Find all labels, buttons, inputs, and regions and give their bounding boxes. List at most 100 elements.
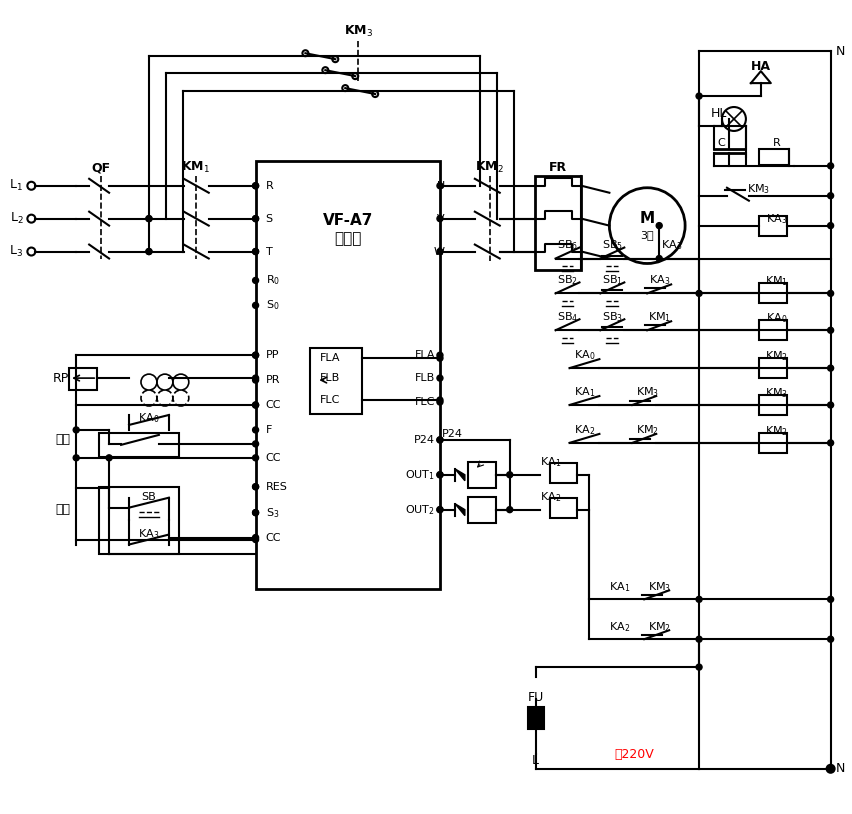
Text: N: N [836, 762, 845, 775]
Bar [759, 358, 786, 378]
Circle shape [252, 510, 258, 515]
Circle shape [106, 455, 112, 461]
Text: KA$_3$: KA$_3$ [138, 527, 159, 541]
Text: C: C [717, 138, 725, 148]
Circle shape [437, 472, 443, 478]
Text: SB: SB [141, 492, 156, 501]
Text: 3～: 3～ [641, 230, 654, 239]
Circle shape [252, 352, 258, 358]
Text: KM$_3$: KM$_3$ [343, 24, 373, 39]
Circle shape [252, 375, 258, 381]
Circle shape [73, 455, 79, 461]
Bar [759, 216, 786, 235]
Text: P24: P24 [414, 435, 435, 445]
Circle shape [252, 510, 258, 515]
Circle shape [437, 375, 443, 381]
Circle shape [252, 455, 258, 461]
Text: KM$_1$: KM$_1$ [181, 160, 210, 175]
Text: S: S [266, 213, 273, 224]
Bar [759, 395, 786, 415]
Circle shape [656, 256, 662, 261]
Text: KM$_2$: KM$_2$ [765, 424, 788, 438]
Bar [759, 283, 786, 304]
Text: ～220V: ～220V [614, 748, 654, 761]
Text: KA$_1$: KA$_1$ [608, 580, 630, 594]
Bar [759, 433, 786, 453]
Circle shape [252, 302, 258, 309]
Text: KA$_1$: KA$_1$ [539, 455, 561, 469]
Text: KA$_1$: KA$_1$ [574, 385, 595, 399]
Circle shape [507, 472, 513, 478]
Text: SB$_2$: SB$_2$ [557, 274, 578, 287]
Text: KM$_2$: KM$_2$ [636, 423, 659, 437]
Text: KM$_3$: KM$_3$ [648, 580, 671, 594]
Circle shape [146, 216, 152, 221]
Text: FLB: FLB [320, 373, 341, 383]
Circle shape [827, 597, 833, 602]
Circle shape [827, 223, 833, 229]
Circle shape [252, 183, 258, 189]
Text: U: U [437, 181, 445, 190]
Circle shape [252, 535, 258, 540]
Circle shape [146, 248, 152, 255]
Bar [69, 368, 97, 390]
Circle shape [696, 597, 702, 602]
Text: V: V [437, 213, 445, 224]
Text: R: R [266, 181, 273, 190]
Text: N: N [836, 45, 845, 58]
Text: S$_0$: S$_0$ [266, 299, 279, 313]
Bar [99, 487, 179, 554]
Text: KM$_1$: KM$_1$ [765, 274, 788, 288]
Circle shape [696, 637, 702, 642]
Text: RES: RES [266, 482, 287, 492]
Circle shape [437, 437, 443, 443]
Circle shape [696, 664, 702, 670]
Text: F: F [266, 425, 272, 435]
Text: KA$_2$: KA$_2$ [574, 423, 595, 437]
Text: SB$_3$: SB$_3$ [602, 310, 623, 324]
Circle shape [252, 441, 258, 447]
Text: PR: PR [266, 375, 280, 385]
Text: FLA: FLA [320, 353, 341, 363]
Text: KM$_1$: KM$_1$ [648, 310, 671, 324]
Text: FLC: FLC [415, 397, 435, 407]
Text: 正转: 正转 [55, 433, 71, 446]
Text: FLC: FLC [320, 395, 341, 405]
Text: L$_3$: L$_3$ [9, 244, 23, 259]
Bar [527, 707, 544, 729]
Circle shape [146, 216, 152, 221]
Text: KM$_3$: KM$_3$ [747, 182, 770, 195]
Circle shape [437, 183, 443, 189]
Circle shape [252, 248, 258, 255]
Circle shape [827, 766, 833, 772]
Circle shape [252, 484, 258, 490]
Text: M: M [640, 211, 655, 226]
Text: FU: FU [527, 690, 544, 703]
Circle shape [146, 248, 152, 255]
Text: FR: FR [549, 161, 567, 174]
Text: 变频器: 变频器 [334, 231, 361, 246]
Text: KM$_2$: KM$_2$ [648, 620, 671, 634]
Bar [759, 149, 789, 164]
Circle shape [252, 352, 258, 358]
Text: KM$_3$: KM$_3$ [765, 386, 788, 400]
Bar [534, 176, 581, 270]
Text: T: T [266, 247, 273, 256]
Circle shape [437, 397, 443, 403]
Circle shape [252, 278, 258, 283]
Text: 复位: 复位 [55, 503, 71, 516]
Circle shape [437, 472, 443, 478]
Circle shape [437, 355, 443, 361]
Text: L$_1$: L$_1$ [9, 178, 23, 193]
Text: KM$_3$: KM$_3$ [636, 385, 659, 399]
Text: KA$_3$: KA$_3$ [660, 239, 682, 252]
Circle shape [827, 637, 833, 642]
Circle shape [827, 291, 833, 296]
Circle shape [827, 402, 833, 408]
Text: S$_3$: S$_3$ [266, 505, 279, 519]
Circle shape [656, 223, 662, 229]
Text: HA: HA [751, 59, 771, 72]
Text: SB$_6$: SB$_6$ [557, 239, 579, 252]
Circle shape [437, 437, 443, 443]
Text: R$_0$: R$_0$ [266, 274, 279, 287]
